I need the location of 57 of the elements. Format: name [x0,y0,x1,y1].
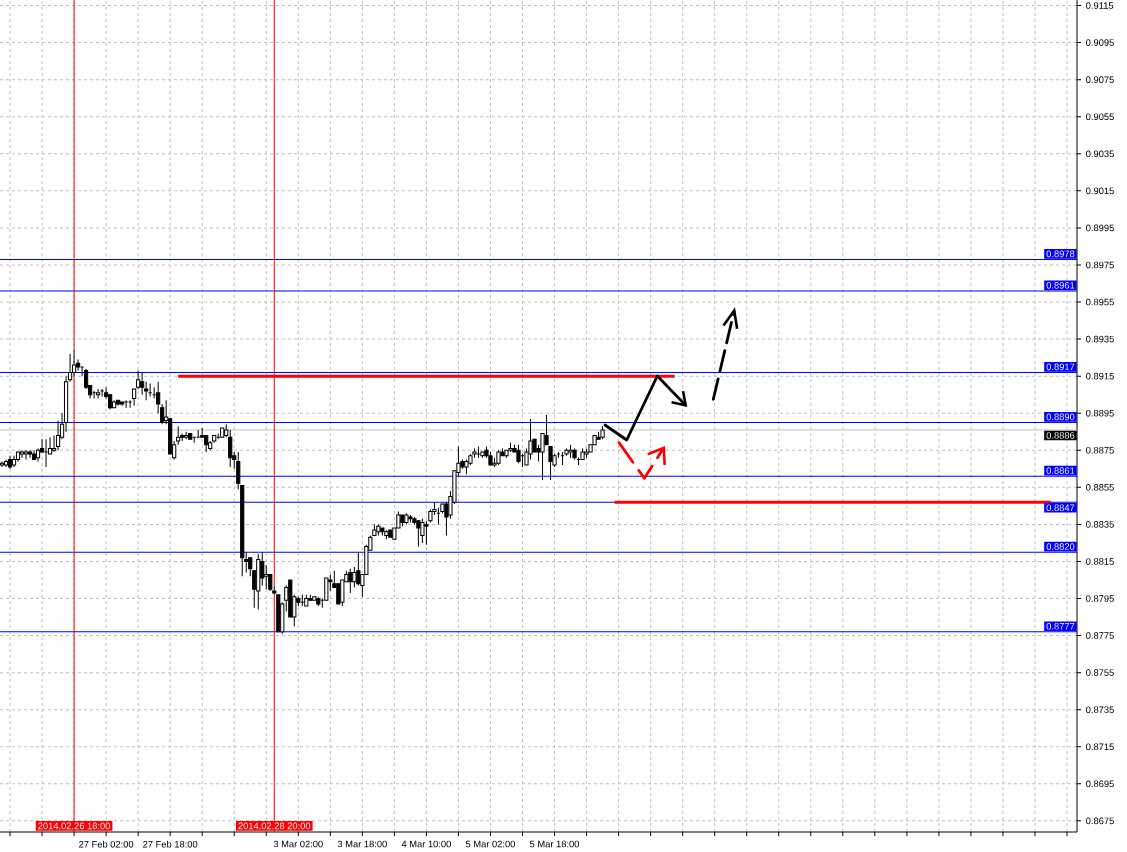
y-tick-label: 0.8975 [1086,261,1114,269]
x-tick-label: 2014.02.28 20:00 [238,822,311,830]
candlestick [43,438,49,468]
y-tick-label: 0.8855 [1086,484,1114,491]
y-tick-label: 0.8755 [1086,669,1114,676]
ref-line-label: 0.8978 [1046,250,1075,258]
y-tick-label: 0.8735 [1086,706,1114,713]
y-tick-label: 0.8815 [1086,558,1114,565]
y-tick-label: 0.8955 [1086,298,1114,306]
candlestick [420,518,425,544]
y-tick-label: 0.9035 [1086,150,1114,158]
x-tick-label: 4 Mar 10:00 [401,840,451,848]
candlestick [244,551,249,574]
ref-line-label: 0.8890 [1046,413,1075,421]
y-tick-label: 0.8835 [1086,521,1114,528]
y-tick-label: 0.9075 [1086,76,1114,83]
y-tick-label: 0.8995 [1086,224,1114,232]
y-tick-label: 0.8775 [1086,632,1114,639]
candlestick [352,566,357,588]
y-tick-label: 0.8715 [1086,743,1114,751]
candlestick [23,449,29,461]
y-tick-label: 0.8935 [1086,335,1114,343]
y-tick-label: 0.9095 [1086,39,1114,46]
x-tick-label: 5 Mar 02:00 [465,840,515,848]
ref-line-label: 0.8961 [1046,282,1075,289]
ref-line-label: 0.8917 [1046,363,1075,371]
y-tick-label: 0.8895 [1086,409,1114,417]
candlestick [356,551,361,587]
ref-line-label: 0.8820 [1046,543,1075,550]
x-tick-label: 27 Feb 18:00 [143,840,198,848]
candlestick [416,520,421,548]
ref-line-label: 0.8861 [1046,467,1075,474]
ref-line-label: 0.8847 [1046,504,1075,512]
ref-line-label: 0.8777 [1046,623,1075,630]
y-tick-label: 0.8695 [1086,780,1114,788]
candlestick [96,388,101,399]
x-tick-label: 3 Mar 02:00 [273,840,323,848]
x-tick-label: 3 Mar 18:00 [337,840,387,848]
candlestick [424,520,429,546]
candlestick [100,388,105,398]
candlestick [19,449,25,459]
y-tick-label: 0.8875 [1086,446,1114,454]
x-tick-label: 5 Mar 18:00 [530,840,580,848]
x-tick-label: 2014.02.26 18:00 [38,822,111,830]
y-tick-label: 0.9055 [1086,113,1114,121]
y-tick-label: 0.8795 [1086,595,1114,602]
ref-line-label: 0.8886 [1046,432,1075,439]
candlestick [140,371,145,396]
candlestick [336,583,341,605]
y-tick-label: 0.9115 [1086,2,1114,9]
y-tick-label: 0.8675 [1086,817,1114,825]
candlestick [128,399,133,409]
candlestick [348,568,353,594]
y-tick-label: 0.8915 [1086,372,1114,380]
y-tick-label: 0.9015 [1086,187,1114,195]
candlestick [124,399,129,409]
x-tick-label: 27 Feb 02:00 [79,840,134,848]
